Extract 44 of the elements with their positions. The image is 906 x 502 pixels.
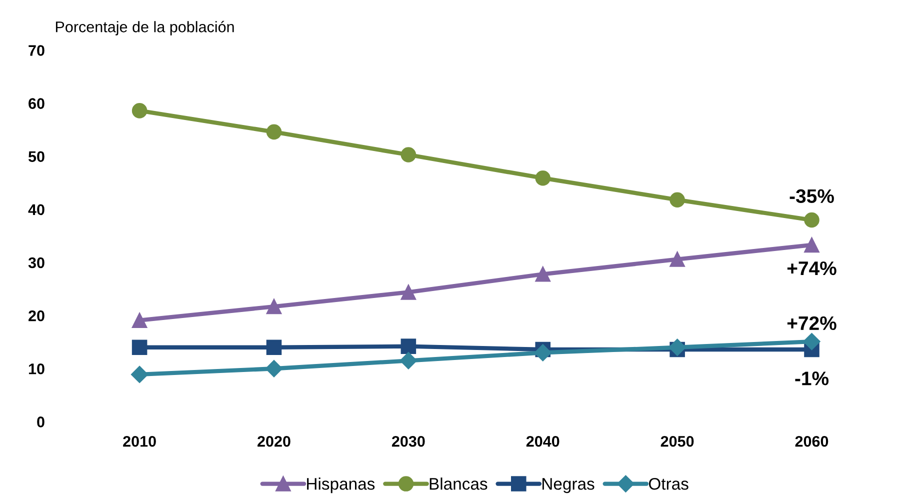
point (535, 170, 551, 186)
x-tick-label: 2010 (123, 436, 156, 447)
y-axis-title: Porcentaje de la población (56, 20, 234, 36)
x-tick-label: 2060 (795, 436, 828, 447)
y-tick-label: 50 (28, 151, 44, 162)
point (803, 332, 820, 350)
point (265, 360, 283, 378)
y-tick-label: 30 (28, 257, 44, 268)
point (132, 103, 148, 118)
point (132, 312, 148, 328)
point (266, 340, 282, 356)
annotation: +72% (787, 316, 836, 330)
y-tick-label: 0 (37, 416, 44, 428)
point (400, 338, 416, 354)
point (535, 266, 551, 282)
point (266, 124, 282, 140)
y-tick-label: 20 (28, 310, 44, 322)
x-tick-label: 2040 (526, 436, 560, 447)
legend-label: Negras (542, 478, 594, 494)
annotation: -35% (790, 189, 834, 204)
point (804, 237, 820, 253)
legend-label: Otras (648, 478, 688, 490)
point (670, 192, 685, 208)
y-tick-label: 40 (28, 204, 44, 216)
x-tick-label: 2050 (660, 436, 694, 447)
point (400, 352, 417, 370)
y-tick-label: 60 (28, 98, 44, 109)
point (132, 340, 148, 356)
point (668, 338, 686, 356)
point (670, 252, 685, 267)
x-tick-label: 2020 (258, 436, 290, 447)
point (804, 212, 820, 228)
y-tick-label: 70 (28, 45, 44, 56)
x-tick-label: 2030 (392, 436, 425, 447)
point (534, 344, 552, 362)
annotation: +74% (787, 261, 836, 276)
point (266, 298, 282, 314)
point (400, 147, 416, 162)
point (400, 284, 416, 300)
legend-label: Hispanas (307, 478, 375, 494)
legend-label: Blancas (430, 478, 488, 490)
point (131, 366, 148, 383)
y-tick-label: 10 (28, 363, 44, 374)
annotation: -1% (795, 372, 829, 386)
